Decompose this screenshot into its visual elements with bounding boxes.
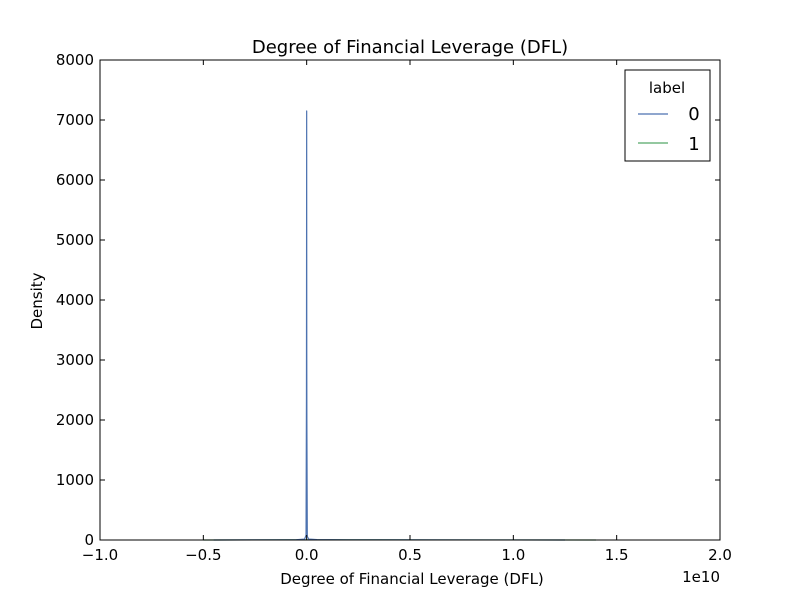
y-tick-label: 5000 bbox=[56, 231, 94, 249]
y-tick-label: 1000 bbox=[56, 471, 94, 489]
y-tick-label: 3000 bbox=[56, 351, 94, 369]
y-tick-label: 7000 bbox=[56, 111, 94, 129]
x-tick-label: 0.0 bbox=[295, 546, 319, 564]
x-tick-label: 1.0 bbox=[501, 546, 525, 564]
legend-entry-series-1: 1 bbox=[688, 134, 699, 155]
x-tick-label: 1.5 bbox=[605, 546, 629, 564]
x-axis-offset-label: 1e10 bbox=[682, 568, 720, 586]
series-layer bbox=[203, 111, 596, 540]
y-tick-label: 6000 bbox=[56, 171, 94, 189]
x-axis-label: Degree of Financial Leverage (DFL) bbox=[280, 570, 544, 588]
y-tick-label: 8000 bbox=[56, 51, 94, 69]
y-axis-ticks: 0 1000 2000 3000 4000 5000 6000 7000 8000 bbox=[56, 51, 720, 549]
legend-title: label bbox=[649, 79, 685, 97]
legend: label 0 1 bbox=[625, 70, 710, 161]
series-line-0 bbox=[214, 111, 565, 540]
y-tick-label: 0 bbox=[84, 531, 94, 549]
x-tick-label: 2.0 bbox=[708, 546, 732, 564]
x-tick-label: −0.5 bbox=[185, 546, 221, 564]
y-axis-label: Density bbox=[28, 272, 46, 329]
legend-entry-series-0: 0 bbox=[688, 104, 699, 125]
y-tick-label: 4000 bbox=[56, 291, 94, 309]
x-tick-label: 0.5 bbox=[398, 546, 422, 564]
chart-title: Degree of Financial Leverage (DFL) bbox=[252, 37, 568, 58]
y-tick-label: 2000 bbox=[56, 411, 94, 429]
